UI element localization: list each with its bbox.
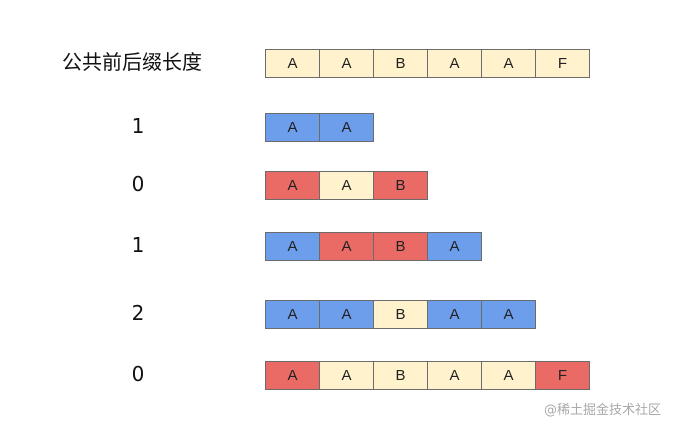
prefix-length-label: 1	[131, 233, 145, 257]
char-cell: A	[319, 300, 374, 329]
char-cell: A	[265, 300, 320, 329]
char-cell: A	[265, 49, 320, 78]
char-cell: A	[427, 361, 482, 390]
prefix-length-label: 0	[131, 172, 145, 196]
char-cell: A	[265, 171, 320, 200]
char-cell: B	[373, 171, 428, 200]
char-cell: A	[319, 113, 374, 142]
char-cell: A	[427, 232, 482, 261]
char-cell: B	[373, 361, 428, 390]
watermark: @稀土掘金技术社区	[544, 403, 662, 418]
char-cell: A	[319, 232, 374, 261]
char-cell: A	[481, 49, 536, 78]
char-cell: A	[319, 361, 374, 390]
prefix-length-label: 2	[131, 301, 145, 325]
char-cell: B	[373, 49, 428, 78]
char-cell: A	[265, 232, 320, 261]
char-cell: A	[427, 300, 482, 329]
char-cell: A	[319, 49, 374, 78]
char-cell: B	[373, 232, 428, 261]
prefix-length-label: 1	[131, 114, 145, 138]
title: 公共前后缀长度	[62, 50, 202, 74]
char-cell: F	[535, 49, 590, 78]
char-cell: B	[373, 300, 428, 329]
prefix-length-label: 0	[131, 362, 145, 386]
char-cell: A	[427, 49, 482, 78]
char-cell: A	[319, 171, 374, 200]
char-cell: A	[481, 300, 536, 329]
char-cell: A	[265, 113, 320, 142]
char-cell: A	[265, 361, 320, 390]
char-cell: A	[481, 361, 536, 390]
char-cell: F	[535, 361, 590, 390]
